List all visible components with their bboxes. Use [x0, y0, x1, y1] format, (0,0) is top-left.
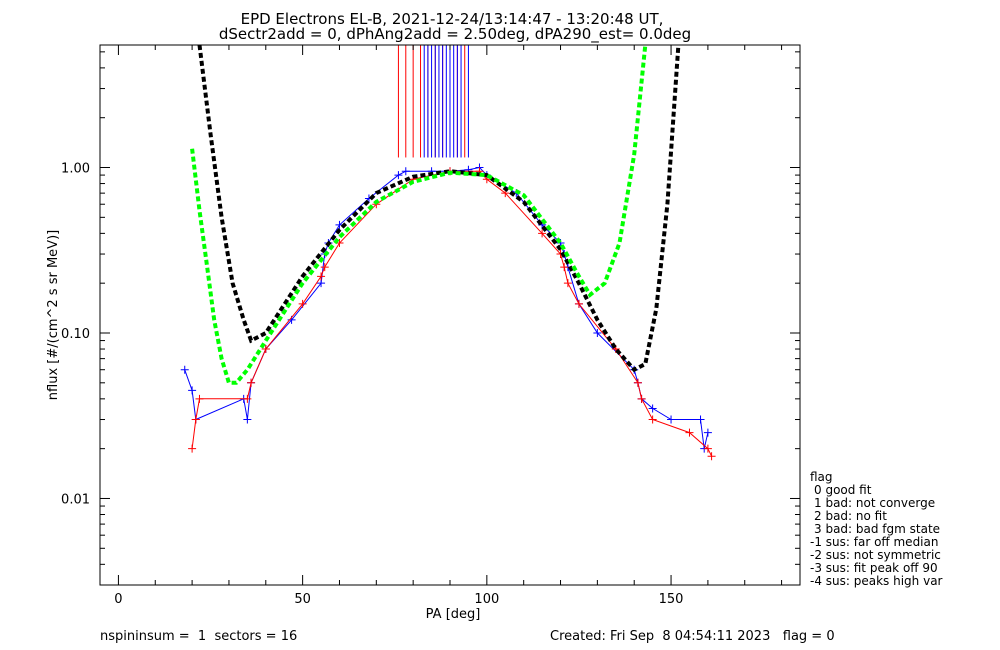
x-tick-label: 150 — [659, 592, 684, 607]
legend-title: flag — [810, 470, 833, 484]
data-point-marker — [261, 345, 270, 354]
x-tick-label: 0 — [114, 592, 122, 607]
data-point-marker — [703, 428, 712, 437]
legend-item: 2 bad: no fit — [814, 509, 887, 523]
legend-item: 1 bad: not converge — [814, 496, 935, 510]
y-axis-label: nflux [#/(cm^2 s sr MeV)] — [46, 230, 61, 400]
data-point-marker — [633, 378, 642, 387]
data-point-marker — [191, 415, 200, 424]
series-5 — [190, 44, 648, 385]
series-3 — [423, 45, 469, 158]
y-tick-label: 0.01 — [61, 492, 90, 507]
fit-curve-line — [190, 44, 648, 385]
data-point-marker — [180, 365, 189, 374]
series-4 — [197, 44, 681, 373]
x-tick-label: 100 — [474, 592, 499, 607]
legend-item: -1 sus: far off median — [810, 535, 938, 549]
data-point-marker — [563, 279, 572, 288]
data-point-marker — [317, 272, 326, 281]
data-point-marker — [560, 263, 569, 272]
data-point-marker — [696, 415, 705, 424]
y-tick-label: 0.10 — [61, 327, 90, 342]
ticks-layer: 0 50 100 150 0.01 0.10 1.00 — [61, 45, 800, 607]
footer-right: Created: Fri Sep 8 04:54:11 2023 flag = … — [550, 629, 835, 644]
series-1 — [188, 167, 716, 461]
data-point-marker — [243, 394, 252, 403]
y-tick-label: 1.00 — [61, 162, 90, 177]
data-point-marker — [685, 428, 694, 437]
legend: flag 0 good fit 1 bad: not converge 2 ba… — [810, 470, 943, 588]
data-point-marker — [195, 394, 204, 403]
series-line — [191, 170, 713, 457]
data-layer — [180, 44, 716, 461]
data-point-marker — [188, 444, 197, 453]
data-point-marker — [188, 386, 197, 395]
data-point-marker — [538, 229, 547, 238]
chart-subtitle: dSectr2add = 0, dPhAng2add = 2.50deg, dP… — [219, 25, 691, 44]
data-point-marker — [648, 404, 657, 413]
data-point-marker — [394, 171, 403, 180]
legend-item: 3 bad: bad fgm state — [814, 522, 940, 536]
legend-item: -2 sus: not symmetric — [810, 548, 941, 562]
data-point-marker — [703, 444, 712, 453]
data-point-marker — [648, 415, 657, 424]
x-tick-label: 50 — [294, 592, 311, 607]
series-0 — [180, 163, 712, 453]
legend-item: 0 good fit — [814, 483, 872, 497]
data-point-marker — [707, 452, 716, 461]
legend-item: -3 sus: fit peak off 90 — [810, 561, 938, 575]
legend-item: -4 sus: peaks high var — [810, 574, 943, 588]
data-point-marker — [320, 263, 329, 272]
data-point-marker — [593, 328, 602, 337]
data-point-marker — [247, 378, 256, 387]
footer-left: nspininsum = 1 sectors = 16 — [100, 629, 297, 644]
data-point-marker — [317, 279, 326, 288]
data-point-marker — [401, 167, 410, 176]
fit-curve-line — [197, 44, 681, 373]
series-line — [184, 166, 709, 449]
data-point-marker — [298, 299, 307, 308]
data-point-marker — [637, 394, 646, 403]
x-axis-label: PA [deg] — [426, 607, 481, 622]
data-point-marker — [574, 299, 583, 308]
data-point-marker — [667, 415, 676, 424]
data-point-marker — [243, 415, 252, 424]
chart-title: EPD Electrons EL-B, 2021-12-24/13:14:47 … — [241, 10, 664, 28]
